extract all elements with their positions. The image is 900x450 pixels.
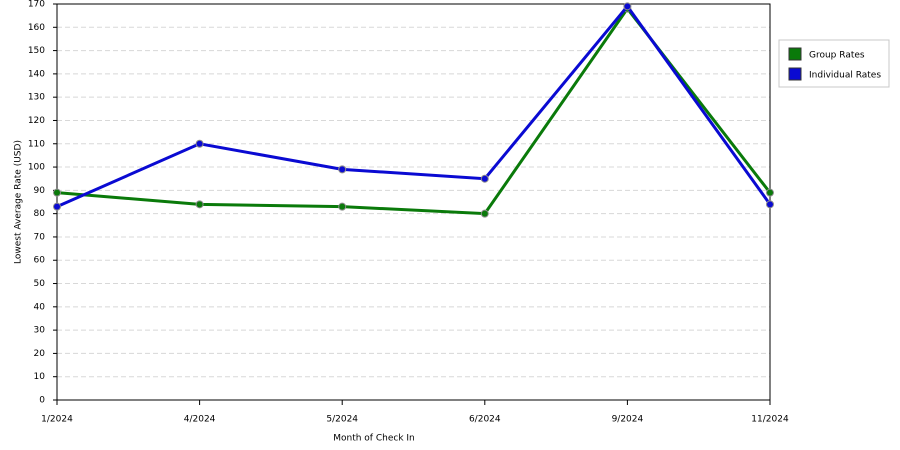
- x-tick-label: 5/2024: [326, 415, 358, 425]
- data-point: [766, 188, 774, 197]
- y-tick-label: 80: [34, 209, 46, 219]
- y-tick-label: 110: [28, 139, 45, 149]
- x-axis-label: Month of Check In: [333, 434, 415, 444]
- data-point: [338, 202, 347, 211]
- data-point: [195, 139, 204, 148]
- y-tick-label: 170: [28, 0, 45, 10]
- series-line: [56, 3, 772, 209]
- data-point: [766, 200, 774, 209]
- y-tick-label: 30: [34, 326, 46, 336]
- series-line: [56, 6, 772, 216]
- y-tick-label: 130: [28, 93, 45, 103]
- y-tick-label: 10: [34, 372, 46, 382]
- data-point: [338, 165, 347, 174]
- x-tick-label: 11/2024: [751, 415, 789, 425]
- x-tick-label: 4/2024: [184, 415, 216, 425]
- x-tick-label: 1/2024: [41, 415, 73, 425]
- data-point: [53, 202, 61, 211]
- legend-label: Individual Rates: [809, 71, 881, 81]
- y-tick-label: 140: [28, 69, 45, 79]
- y-axis-label: Lowest Average Rate (USD): [14, 140, 24, 264]
- legend-swatch: [788, 47, 802, 61]
- x-tick-label: 9/2024: [612, 415, 644, 425]
- y-tick-label: 120: [28, 116, 45, 126]
- legend-swatch: [788, 67, 802, 81]
- data-point: [53, 188, 61, 197]
- y-tick-label: 0: [39, 396, 45, 406]
- data-point: [480, 209, 489, 218]
- x-tick-label: 6/2024: [469, 415, 501, 425]
- data-point: [195, 200, 204, 209]
- y-tick-label: 70: [34, 232, 46, 242]
- legend-label: Group Rates: [809, 51, 865, 61]
- y-tick-label: 90: [34, 186, 46, 196]
- y-tick-label: 100: [28, 163, 45, 173]
- data-point: [480, 174, 489, 183]
- data-point: [623, 2, 632, 11]
- y-tick-label: 60: [34, 256, 46, 266]
- y-tick-label: 20: [34, 349, 46, 359]
- y-tick-label: 50: [34, 279, 46, 289]
- y-tick-label: 160: [28, 23, 45, 33]
- y-tick-label: 150: [28, 46, 45, 56]
- y-tick-label: 40: [34, 302, 46, 312]
